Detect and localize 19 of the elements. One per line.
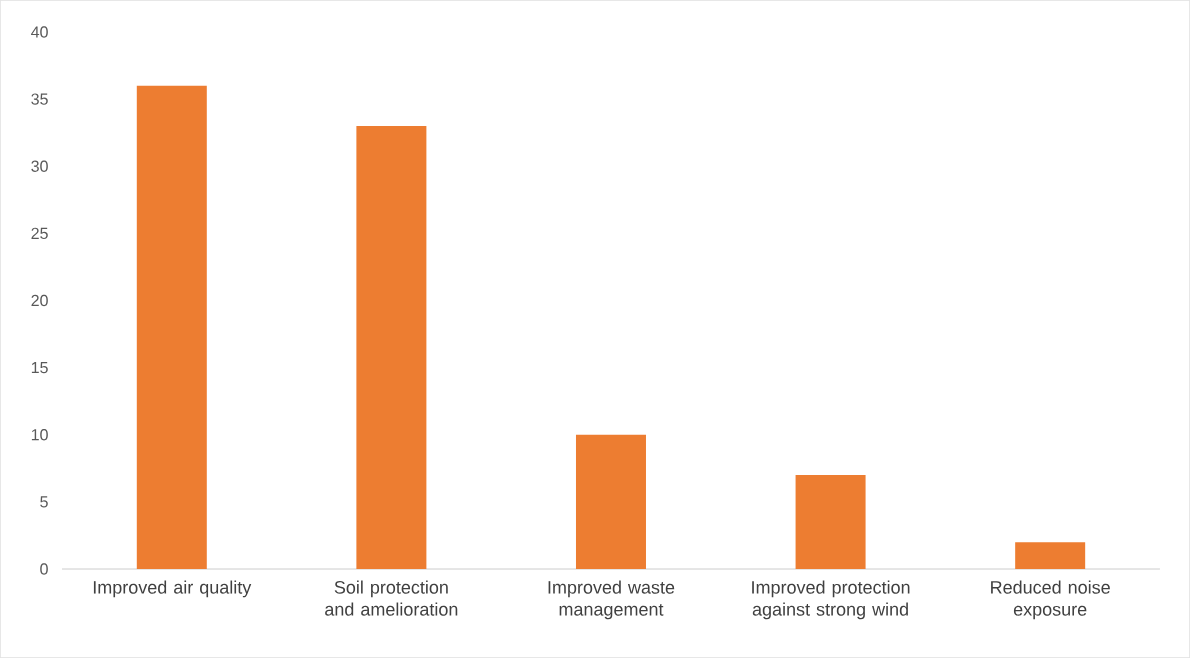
x-tick-label: Improved protection against strong wind bbox=[752, 580, 910, 620]
y-tick-label: 0 bbox=[40, 563, 48, 575]
y-tick-label: 5 bbox=[40, 496, 48, 508]
x-tick-label: Soil protection and amelioration bbox=[325, 580, 458, 616]
bar bbox=[1015, 542, 1086, 569]
bar bbox=[356, 125, 427, 569]
x-tick-label: Improved air quality bbox=[93, 580, 252, 598]
y-tick-label: 20 bbox=[31, 294, 48, 307]
y-tick-label: 25 bbox=[31, 227, 48, 240]
bar bbox=[575, 434, 646, 569]
y-tick-label: 30 bbox=[31, 160, 48, 172]
x-tick-label: Improved waste management bbox=[548, 580, 675, 620]
bar bbox=[795, 475, 866, 569]
y-tick-label: 15 bbox=[31, 362, 48, 374]
bar bbox=[136, 85, 207, 569]
x-tick-label: Reduced noise exposure bbox=[991, 580, 1110, 620]
y-tick-label: 35 bbox=[31, 93, 48, 105]
y-tick-label: 10 bbox=[31, 429, 48, 441]
y-tick-label: 40 bbox=[31, 26, 48, 38]
